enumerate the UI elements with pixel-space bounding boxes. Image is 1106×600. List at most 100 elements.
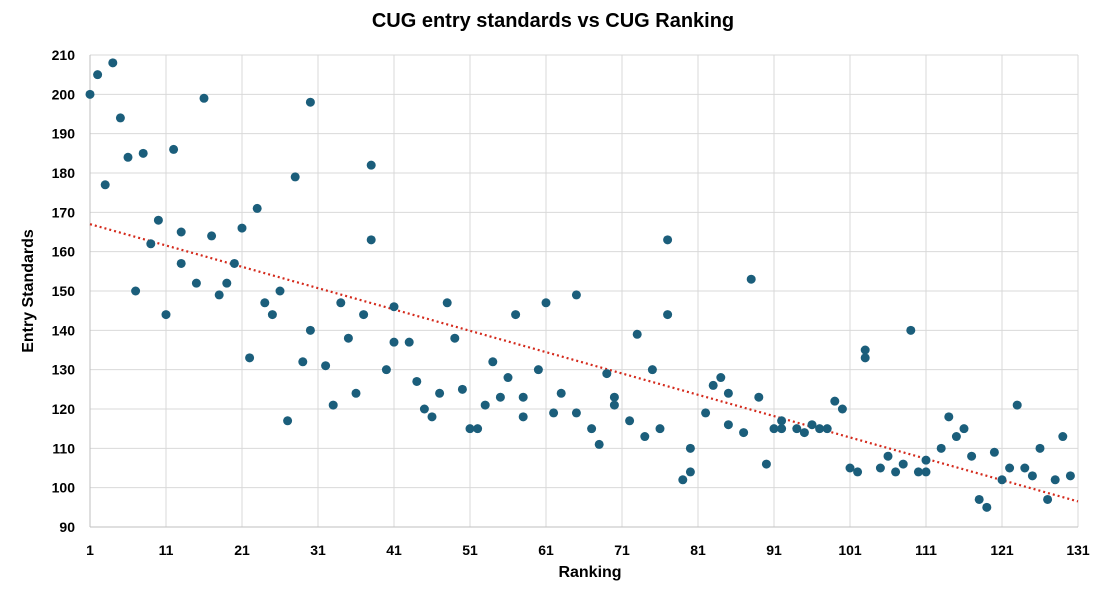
data-point xyxy=(222,278,232,288)
data-point xyxy=(913,467,923,477)
data-point xyxy=(435,388,445,398)
data-point xyxy=(792,424,802,434)
data-point xyxy=(465,424,475,434)
data-point xyxy=(685,467,695,477)
data-points xyxy=(85,58,1075,512)
data-point xyxy=(1058,432,1068,442)
data-point xyxy=(450,333,460,343)
data-point xyxy=(571,408,581,418)
x-tick-label: 61 xyxy=(538,542,554,558)
data-point xyxy=(556,388,566,398)
data-point xyxy=(343,333,353,343)
data-point xyxy=(169,144,179,154)
data-point xyxy=(989,447,999,457)
data-point xyxy=(511,310,521,320)
data-point xyxy=(191,278,201,288)
data-point xyxy=(936,443,946,453)
data-point xyxy=(663,235,673,245)
data-point xyxy=(366,235,376,245)
data-point xyxy=(199,93,209,103)
data-point xyxy=(609,392,619,402)
data-point xyxy=(381,365,391,375)
data-point xyxy=(267,310,277,320)
y-tick-label: 140 xyxy=(52,322,76,338)
data-point xyxy=(594,439,604,449)
chart-title: CUG entry standards vs CUG Ranking xyxy=(371,10,735,32)
data-point xyxy=(351,388,361,398)
data-point xyxy=(875,463,885,473)
data-point xyxy=(108,58,118,68)
data-point xyxy=(518,412,528,422)
y-tick-label: 90 xyxy=(59,519,75,535)
data-point xyxy=(959,424,969,434)
data-point xyxy=(746,274,756,284)
data-point xyxy=(822,424,832,434)
data-point xyxy=(85,89,95,99)
data-point xyxy=(473,424,483,434)
data-point xyxy=(93,70,103,80)
y-tick-label: 110 xyxy=(52,440,75,456)
x-tick-label: 21 xyxy=(234,542,250,558)
data-point xyxy=(1005,463,1015,473)
data-point xyxy=(799,428,809,438)
data-point xyxy=(678,475,688,485)
data-point xyxy=(663,310,673,320)
data-point xyxy=(1035,443,1045,453)
data-point xyxy=(100,180,110,190)
data-point xyxy=(625,416,635,426)
data-point xyxy=(632,329,642,339)
data-point xyxy=(571,290,581,300)
data-point xyxy=(723,420,733,430)
data-point xyxy=(305,97,315,107)
data-point xyxy=(442,298,452,308)
data-point xyxy=(883,451,893,461)
data-point xyxy=(518,392,528,402)
data-point xyxy=(723,388,733,398)
data-point xyxy=(138,148,148,158)
x-axis-label: Ranking xyxy=(558,564,622,581)
data-point xyxy=(457,384,467,394)
x-tick-label: 91 xyxy=(766,542,782,558)
data-point xyxy=(967,451,977,461)
data-point xyxy=(951,432,961,442)
x-tick-label: 101 xyxy=(838,542,862,558)
data-point xyxy=(389,337,399,347)
data-point xyxy=(830,396,840,406)
y-tick-label: 180 xyxy=(52,165,76,181)
data-point xyxy=(845,463,855,473)
gridlines xyxy=(89,54,1079,528)
data-point xyxy=(921,467,931,477)
data-point xyxy=(176,258,186,268)
data-point xyxy=(252,203,262,213)
data-point xyxy=(389,302,399,312)
data-point xyxy=(336,298,346,308)
y-tick-labels: 90 100 110 120 130 140 150 160 170 180 190 200 210 xyxy=(52,47,76,535)
data-point xyxy=(974,494,984,504)
data-point xyxy=(860,345,870,355)
y-tick-label: 160 xyxy=(52,244,76,260)
data-point xyxy=(739,428,749,438)
data-point xyxy=(412,376,422,386)
x-tick-labels: 1 11 21 31 41 51 61 71 81 91 101 111 121 131 xyxy=(86,542,1090,558)
data-point xyxy=(131,286,141,296)
data-point xyxy=(754,392,764,402)
x-tick-label: 1 xyxy=(86,542,94,558)
data-point xyxy=(260,298,270,308)
data-point xyxy=(1043,494,1053,504)
data-point xyxy=(898,459,908,469)
y-tick-label: 210 xyxy=(52,47,76,63)
data-point xyxy=(716,373,726,383)
data-point xyxy=(480,400,490,410)
data-point xyxy=(541,298,551,308)
axes xyxy=(89,55,1078,528)
data-point xyxy=(359,310,369,320)
data-point xyxy=(701,408,711,418)
x-tick-label: 71 xyxy=(614,542,630,558)
data-point xyxy=(176,227,186,237)
data-point xyxy=(533,365,543,375)
data-point xyxy=(207,231,217,241)
data-point xyxy=(891,467,901,477)
data-point xyxy=(214,290,224,300)
data-point xyxy=(283,416,293,426)
